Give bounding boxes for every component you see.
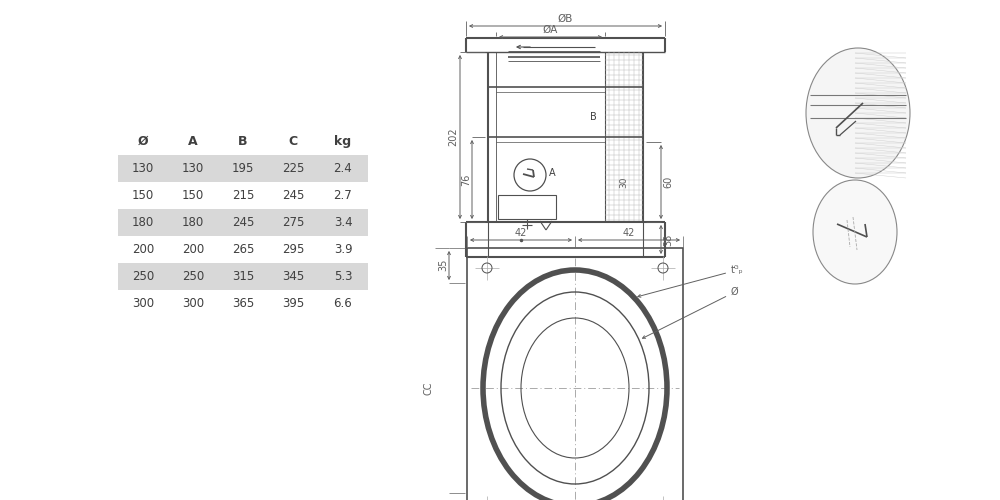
Text: 300: 300 [132, 297, 154, 310]
Bar [498, 195, 556, 219]
Text: 76: 76 [461, 174, 471, 186]
Text: 250: 250 [182, 270, 204, 283]
Text: 3.9: 3.9 [334, 243, 352, 256]
Text: 42: 42 [623, 228, 635, 238]
Text: 365: 365 [232, 297, 254, 310]
Text: B: B [238, 135, 248, 148]
Text: Ø: Ø [643, 287, 739, 339]
Bar [118, 155, 368, 182]
Text: 315: 315 [232, 270, 254, 283]
Text: 265: 265 [232, 243, 254, 256]
Text: 150: 150 [182, 189, 204, 202]
Text: CC: CC [423, 381, 433, 395]
Text: 215: 215 [232, 189, 254, 202]
Text: 180: 180 [182, 216, 204, 229]
Text: C: C [288, 135, 298, 148]
Text: 150: 150 [132, 189, 154, 202]
Text: 38: 38 [663, 234, 673, 245]
Text: 275: 275 [282, 216, 304, 229]
Text: 345: 345 [282, 270, 304, 283]
Text: 2.4: 2.4 [334, 162, 352, 175]
Text: 200: 200 [132, 243, 154, 256]
Text: 5.3: 5.3 [334, 270, 352, 283]
Text: 250: 250 [132, 270, 154, 283]
Text: ØB: ØB [558, 14, 573, 24]
Text: 130: 130 [132, 162, 154, 175]
Text: Ø: Ø [138, 135, 148, 148]
Text: 200: 200 [182, 243, 204, 256]
Text: 395: 395 [282, 297, 304, 310]
Text: A: A [549, 168, 556, 178]
Text: 6.6: 6.6 [334, 297, 352, 310]
Text: kg: kg [334, 135, 352, 148]
Text: 180: 180 [132, 216, 154, 229]
Text: 2.7: 2.7 [334, 189, 352, 202]
Text: 35: 35 [438, 259, 448, 271]
Ellipse shape [806, 48, 910, 178]
Text: B: B [590, 112, 596, 122]
Text: tᴳₚ: tᴳₚ [638, 265, 744, 297]
Text: 130: 130 [182, 162, 204, 175]
Text: 245: 245 [232, 216, 254, 229]
Text: 225: 225 [282, 162, 304, 175]
Text: 202: 202 [448, 128, 458, 146]
Text: 60: 60 [663, 176, 673, 188]
Text: ØA: ØA [543, 25, 558, 35]
Bar [118, 263, 368, 290]
Text: 300: 300 [182, 297, 204, 310]
Text: 42: 42 [515, 228, 527, 238]
Text: 3.4: 3.4 [334, 216, 352, 229]
Ellipse shape [813, 180, 897, 284]
Text: 195: 195 [232, 162, 254, 175]
Text: 245: 245 [282, 189, 304, 202]
Text: 295: 295 [282, 243, 304, 256]
Bar [467, 248, 683, 500]
Text: A: A [188, 135, 198, 148]
Bar [118, 209, 368, 236]
Text: 30: 30 [620, 176, 629, 188]
